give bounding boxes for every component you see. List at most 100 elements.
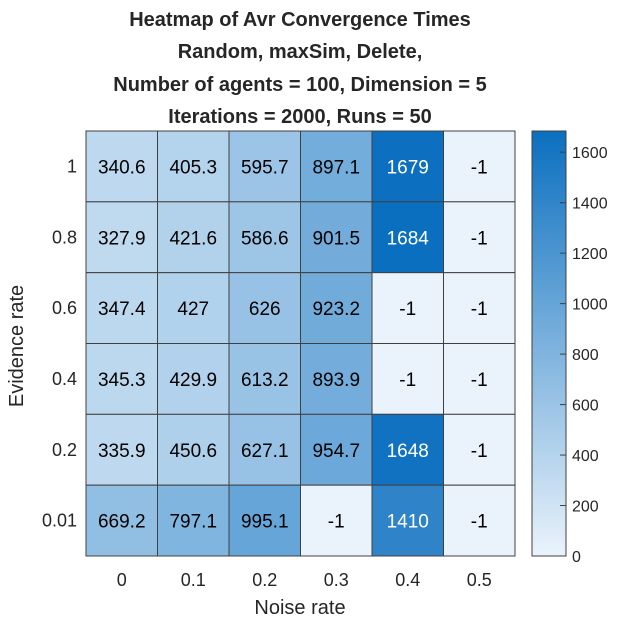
cell-value-label: -1: [399, 299, 416, 320]
cell-value-label: 954.7: [312, 441, 360, 462]
heatmap-cell: [443, 343, 516, 415]
cell-value-label: 335.9: [98, 441, 146, 462]
x-tick-label: 0: [117, 570, 127, 590]
colorbar-ticks: 0 200 400 600 800 1000 1200 1400 1600: [560, 145, 608, 566]
colorbar-tick-label: 600: [572, 398, 599, 415]
y-tick-label: 0.2: [52, 440, 77, 460]
heatmap-cell: [85, 484, 158, 557]
x-tick-label: 0.1: [181, 570, 206, 590]
chart-subtitle-line: Random, maxSim, Delete,: [178, 41, 423, 63]
y-tick-label: 0.01: [42, 511, 77, 531]
heatmap-cell: [371, 484, 444, 557]
heatmap-cells: [85, 130, 516, 557]
cell-value-label: 995.1: [241, 512, 289, 533]
heatmap-cell: [228, 343, 301, 415]
cell-value-label: -1: [471, 157, 488, 178]
colorbar-tick-label: 800: [572, 347, 599, 364]
y-tick-label: 0.4: [52, 369, 77, 389]
colorbar-tick-label: 1400: [572, 196, 608, 213]
cell-value-label: 347.4: [98, 299, 146, 320]
cell-value-label: 345.3: [98, 370, 146, 391]
cell-value-label: 627.1: [241, 441, 289, 462]
heatmap-cell: [157, 272, 230, 344]
heatmap-cell: [85, 413, 158, 486]
heatmap-cell: [157, 201, 230, 274]
colorbar-tick-label: 1200: [572, 246, 608, 263]
cell-value-label: -1: [471, 228, 488, 249]
heatmap-cell: [228, 413, 301, 486]
y-axis-label: Evidence rate: [6, 285, 28, 407]
heatmap-cell: [443, 130, 516, 203]
heatmap-cell: [371, 413, 444, 486]
x-axis-ticks: 0 0.1 0.2 0.3 0.4 0.5: [117, 570, 492, 590]
heatmap-cell: [300, 413, 373, 486]
chart-title-line: Heatmap of Avr Convergence Times: [129, 9, 471, 31]
cell-value-label: 923.2: [312, 299, 360, 320]
heatmap-cell: [443, 272, 516, 344]
chart-subtitle-line: Iterations = 2000, Runs = 50: [168, 106, 431, 128]
cell-value-label: -1: [471, 441, 488, 462]
cell-value-label: 1648: [387, 441, 429, 462]
colorbar: 0 200 400 600 800 1000 1200 1400 1600: [531, 130, 608, 566]
colorbar-tick-label: 0: [572, 549, 581, 566]
heatmap-cell: [371, 272, 444, 344]
heatmap-cell-labels: 340.6 405.3 595.7 897.1 1679 -1 327.9 421.6 586.…: [98, 157, 488, 532]
chart-title: Heatmap of Avr Convergence Times Random,…: [113, 9, 486, 128]
chart-subtitle-line: Number of agents = 100, Dimension = 5: [113, 74, 486, 96]
x-tick-label: 0.2: [252, 570, 277, 590]
heatmap-cell: [300, 343, 373, 415]
y-axis-ticks: 1 0.8 0.6 0.4 0.2 0.01: [42, 156, 77, 530]
cell-value-label: 897.1: [312, 157, 360, 178]
colorbar-gradient: [531, 130, 567, 557]
x-tick-label: 0.4: [395, 570, 420, 590]
heatmap-cell: [85, 343, 158, 415]
colorbar-tick-label: 1600: [572, 145, 608, 162]
cell-value-label: 427: [177, 299, 209, 320]
cell-value-label: -1: [471, 299, 488, 320]
heatmap-cell: [300, 130, 373, 203]
cell-value-label: 893.9: [312, 370, 360, 391]
colorbar-tick-label: 200: [572, 499, 599, 516]
heatmap-cell: [157, 343, 230, 415]
cell-value-label: 1684: [387, 228, 430, 249]
y-tick-label: 0.8: [52, 227, 77, 247]
heatmap-cell: [300, 484, 373, 557]
heatmap-cell: [85, 130, 158, 203]
cell-value-label: 450.6: [169, 441, 217, 462]
cell-value-label: 340.6: [98, 157, 146, 178]
x-tick-label: 0.5: [467, 570, 492, 590]
heatmap-cell: [443, 201, 516, 274]
cell-value-label: 595.7: [241, 157, 289, 178]
cell-value-label: -1: [471, 512, 488, 533]
cell-value-label: 405.3: [169, 157, 217, 178]
cell-value-label: 1679: [387, 157, 429, 178]
heatmap-cell: [443, 484, 516, 557]
heatmap-cell: [300, 272, 373, 344]
x-axis-label: Noise rate: [254, 597, 345, 619]
cell-value-label: 797.1: [169, 512, 217, 533]
cell-value-label: -1: [399, 370, 416, 391]
cell-value-label: 669.2: [98, 512, 146, 533]
cell-value-label: 613.2: [241, 370, 289, 391]
colorbar-tick-label: 1000: [572, 297, 608, 314]
cell-value-label: 586.6: [241, 228, 289, 249]
cell-value-label: -1: [328, 512, 345, 533]
y-tick-label: 1: [67, 156, 77, 176]
colorbar-tick-label: 400: [572, 448, 599, 465]
cell-value-label: 626: [249, 299, 281, 320]
y-tick-label: 0.6: [52, 298, 77, 318]
cell-value-label: 1410: [387, 512, 429, 533]
cell-value-label: -1: [471, 370, 488, 391]
heatmap-cell: [371, 343, 444, 415]
x-tick-label: 0.3: [324, 570, 349, 590]
heatmap-cell: [157, 130, 230, 203]
heatmap-cell: [300, 201, 373, 274]
cell-value-label: 429.9: [169, 370, 217, 391]
heatmap-cell: [228, 130, 301, 203]
cell-value-label: 421.6: [169, 228, 217, 249]
cell-value-label: 901.5: [312, 228, 360, 249]
cell-value-label: 327.9: [98, 228, 146, 249]
heatmap-cell: [443, 413, 516, 486]
